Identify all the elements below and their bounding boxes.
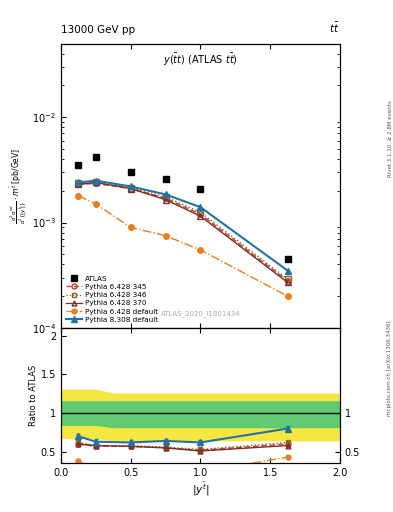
Text: 13000 GeV pp: 13000 GeV pp [61,25,135,35]
Text: Rivet 3.1.10, ≥ 2.8M events: Rivet 3.1.10, ≥ 2.8M events [387,100,392,177]
Text: $y(\bar{t}t)$ (ATLAS $t\bar{t}$): $y(\bar{t}t)$ (ATLAS $t\bar{t}$) [163,52,238,68]
Y-axis label: $\frac{d^2\sigma^{nd}}{d^2\{|y^{\bar{t}}|\}} \cdot m^{\bar{t}}$ [pb/GeV]: $\frac{d^2\sigma^{nd}}{d^2\{|y^{\bar{t}}… [8,147,29,224]
Text: $t\bar{t}$: $t\bar{t}$ [329,20,340,35]
X-axis label: $|y^{\bar{t}}|$: $|y^{\bar{t}}|$ [192,481,209,498]
Text: ATLAS_2020_I1801434: ATLAS_2020_I1801434 [161,310,240,316]
Y-axis label: Ratio to ATLAS: Ratio to ATLAS [29,365,38,426]
Text: mcplots.cern.ch [arXiv:1306.3436]: mcplots.cern.ch [arXiv:1306.3436] [387,321,392,416]
Legend: ATLAS, Pythia 6.428 345, Pythia 6.428 346, Pythia 6.428 370, Pythia 6.428 defaul: ATLAS, Pythia 6.428 345, Pythia 6.428 34… [64,274,159,324]
